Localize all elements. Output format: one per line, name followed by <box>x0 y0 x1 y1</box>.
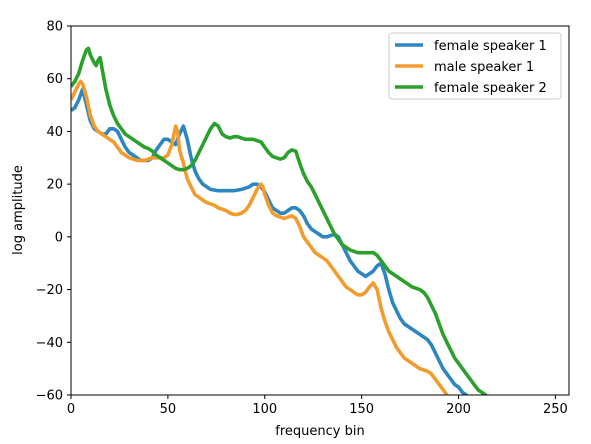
x-axis: 0 50 100 150 200 250 <box>67 395 568 417</box>
series-line-3 <box>71 46 488 395</box>
x-tick-label: 250 <box>543 402 568 417</box>
y-tick-label: 40 <box>46 125 63 140</box>
x-tick-label: 150 <box>349 402 374 417</box>
legend-entry: female speaker 2 <box>434 81 547 96</box>
y-tick-label: −20 <box>36 283 63 298</box>
y-tick-label: 60 <box>46 72 63 87</box>
legend-entry: female speaker 1 <box>434 39 547 54</box>
x-tick-label: 50 <box>160 402 177 417</box>
legend-box <box>388 32 562 100</box>
y-axis-label: log amplitude <box>11 165 26 255</box>
x-axis-label: frequency bin <box>275 424 364 439</box>
plot-area <box>71 46 488 395</box>
y-tick-label: −40 <box>36 336 63 351</box>
legend: female speaker 1 male speaker 1 female spe… <box>388 32 562 100</box>
y-tick-label: 80 <box>46 20 63 35</box>
y-tick-label: 0 <box>55 230 63 245</box>
legend-entry: male speaker 1 <box>434 60 534 75</box>
x-tick-label: 0 <box>67 402 75 417</box>
series-line-1 <box>71 87 469 395</box>
y-axis: −60 −40 −20 0 20 40 60 80 <box>36 20 71 404</box>
series-line-2 <box>71 79 450 395</box>
x-tick-label: 100 <box>252 402 277 417</box>
axes-frame <box>70 25 570 396</box>
y-tick-label: −60 <box>36 389 63 404</box>
x-tick-label: 200 <box>446 402 471 417</box>
y-tick-label: 20 <box>46 178 63 193</box>
